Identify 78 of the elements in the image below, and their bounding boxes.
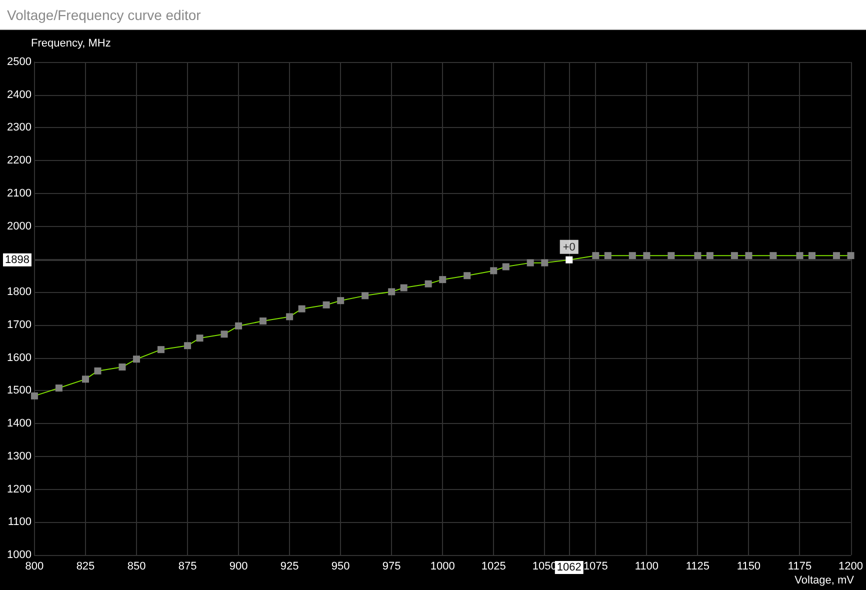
point xyxy=(808,252,816,260)
x-tick-label: 1200 xyxy=(838,560,864,572)
y-tick-label: 1898 xyxy=(4,254,30,266)
point xyxy=(604,252,612,260)
point xyxy=(424,280,432,288)
point xyxy=(706,252,714,260)
point xyxy=(94,367,102,374)
point xyxy=(464,272,471,280)
point xyxy=(55,384,62,392)
point xyxy=(643,252,650,260)
x-tick-label: 800 xyxy=(25,560,44,572)
point xyxy=(82,376,89,383)
point xyxy=(694,252,702,260)
point xyxy=(628,252,636,260)
point xyxy=(260,317,267,324)
point xyxy=(30,392,38,400)
point xyxy=(490,267,498,274)
y-tick-label: 1600 xyxy=(6,352,32,364)
y-tick-label: 1400 xyxy=(6,418,32,430)
point xyxy=(847,252,854,260)
point xyxy=(400,284,408,292)
point xyxy=(770,252,777,260)
point xyxy=(566,256,573,264)
x-tick-label: 1175 xyxy=(788,560,812,572)
point xyxy=(220,330,228,338)
point xyxy=(286,313,294,320)
point xyxy=(541,259,548,266)
y-axis-title: Frequency, MHz xyxy=(31,38,111,50)
point xyxy=(526,259,534,266)
x-tick-label: 1125 xyxy=(686,560,710,572)
point xyxy=(196,334,204,342)
x-tick-label: 1100 xyxy=(634,560,659,572)
point xyxy=(298,305,306,312)
point xyxy=(322,301,330,308)
y-tick-label: 1300 xyxy=(6,450,32,462)
x-tick-label: 975 xyxy=(382,560,401,572)
x-tick-label: 950 xyxy=(331,560,350,572)
point xyxy=(796,252,804,260)
annotation: +0 xyxy=(562,241,576,254)
y-tick-label: 2200 xyxy=(6,154,32,167)
x-tick-label: 1000 xyxy=(430,560,455,572)
x-tick-label: 875 xyxy=(178,560,197,572)
chart-title: Voltage/Frequency curve editor xyxy=(0,0,866,30)
x-tick-label: 925 xyxy=(280,560,299,572)
x-tick-label: 1062 xyxy=(556,562,582,574)
point xyxy=(592,252,600,260)
point xyxy=(235,322,242,330)
point xyxy=(439,276,446,284)
point xyxy=(388,288,396,296)
y-tick-label: 2100 xyxy=(6,187,32,200)
point xyxy=(337,297,344,304)
y-tick-label: 1800 xyxy=(6,286,32,298)
point xyxy=(362,292,369,300)
x-axis-title: Voltage, mV xyxy=(794,574,855,586)
y-tick-label: 1700 xyxy=(6,318,32,331)
y-tick-label: 2500 xyxy=(6,56,32,68)
x-tick-label: 1075 xyxy=(583,560,608,572)
point xyxy=(730,252,738,260)
x-tick-label: 900 xyxy=(229,560,248,572)
point xyxy=(832,252,840,260)
y-tick-label: 2000 xyxy=(6,220,32,232)
y-tick-label: 1100 xyxy=(8,516,32,528)
point xyxy=(118,364,126,371)
x-tick-label: 825 xyxy=(76,560,95,572)
y-tick-label: 2400 xyxy=(6,88,32,101)
y-tick-label: 1200 xyxy=(6,483,32,496)
x-tick-label: 850 xyxy=(127,560,146,572)
point xyxy=(668,252,675,260)
x-tick-label: 1025 xyxy=(481,560,506,572)
y-tick-label: 1500 xyxy=(6,384,32,397)
y-tick-label: 2300 xyxy=(6,122,32,134)
point xyxy=(745,252,752,260)
x-tick-label: 1150 xyxy=(736,560,761,572)
point xyxy=(133,356,140,363)
point xyxy=(184,342,192,350)
point xyxy=(157,346,164,354)
point xyxy=(502,263,510,270)
y-tick-label: 1000 xyxy=(6,549,32,561)
